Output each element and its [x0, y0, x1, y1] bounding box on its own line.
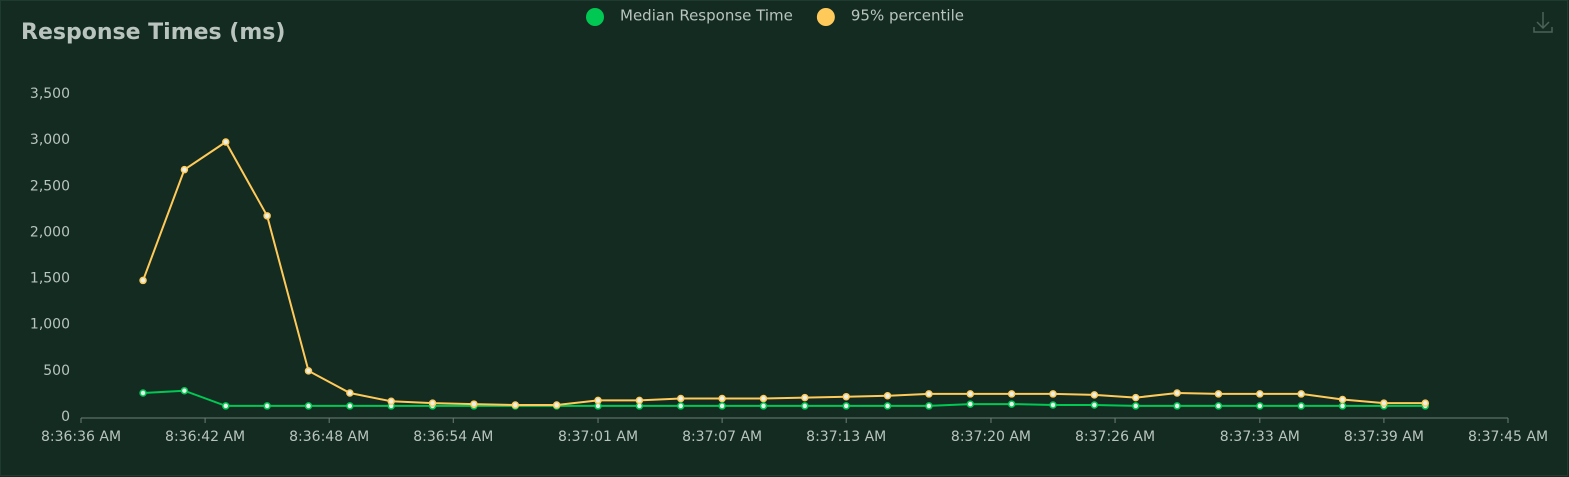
- x-tick-label: 8:37:01 AM: [558, 429, 638, 445]
- data-point: [759, 394, 768, 403]
- data-point: [1380, 399, 1388, 407]
- data-point: [1338, 402, 1347, 410]
- data-point: [304, 402, 313, 410]
- x-tick-label: 8:36:48 AM: [289, 429, 369, 445]
- data-point: [1256, 402, 1264, 410]
- legend-swatch: [586, 8, 604, 26]
- data-point: [1214, 402, 1223, 410]
- data-point: [801, 402, 809, 410]
- data-point: [180, 386, 189, 395]
- data-point: [925, 390, 933, 398]
- data-point: [387, 397, 395, 406]
- y-tick-label: 1,500: [30, 271, 70, 287]
- data-point: [1090, 391, 1099, 399]
- legend-swatch: [816, 8, 835, 26]
- data-point: [1049, 401, 1057, 409]
- y-tick-label: 2,500: [30, 178, 70, 194]
- data-point: [1297, 390, 1305, 398]
- y-tick-label: 500: [43, 363, 70, 379]
- data-point: [1214, 390, 1223, 398]
- x-tick-label: 8:37:45 AM: [1468, 429, 1548, 445]
- series-line: [142, 389, 1426, 407]
- y-tick-label: 2,000: [30, 224, 70, 240]
- y-tick-label: 1,000: [30, 317, 70, 333]
- x-tick-label: 8:37:20 AM: [951, 429, 1031, 445]
- data-point: [263, 402, 271, 410]
- data-point: [470, 400, 478, 408]
- data-point: [1090, 401, 1099, 409]
- data-point: [139, 389, 147, 397]
- data-point: [677, 394, 685, 403]
- data-point: [1007, 390, 1016, 398]
- data-point: [304, 367, 313, 375]
- data-point: [883, 392, 892, 400]
- data-point: [1338, 395, 1347, 404]
- x-tick-label: 8:36:54 AM: [413, 429, 493, 445]
- data-point: [346, 389, 354, 397]
- y-tick-label: 0: [61, 409, 70, 425]
- data-point: [883, 402, 892, 410]
- data-point: [263, 212, 271, 220]
- data-point: [594, 396, 602, 405]
- data-point: [1131, 393, 1140, 402]
- data-point: [1256, 390, 1264, 398]
- x-tick-label: 8:37:39 AM: [1344, 429, 1424, 445]
- series-line: [142, 140, 1426, 407]
- data-point: [222, 138, 230, 146]
- data-point: [139, 276, 147, 285]
- legend-label: 95% percentile: [851, 7, 964, 25]
- legend-label: Median Response Time: [620, 7, 793, 25]
- x-tick-label: 8:37:26 AM: [1075, 429, 1155, 445]
- data-point: [511, 401, 520, 409]
- x-tick-label: 8:36:42 AM: [165, 429, 245, 445]
- data-point: [346, 402, 354, 410]
- data-point: [801, 393, 809, 402]
- data-point: [1173, 389, 1181, 397]
- data-point: [1173, 402, 1181, 410]
- y-tick-label: 3,500: [30, 86, 70, 102]
- data-point: [842, 402, 850, 410]
- data-point: [842, 392, 850, 401]
- y-tick-label: 3,000: [30, 132, 70, 148]
- x-tick-label: 8:37:07 AM: [682, 429, 762, 445]
- chart-title: Response Times (ms): [21, 20, 285, 45]
- data-point: [925, 402, 933, 410]
- data-point: [718, 402, 726, 410]
- x-tick-label: 8:36:36 AM: [41, 429, 121, 445]
- data-point: [1297, 402, 1305, 410]
- data-point: [966, 400, 975, 408]
- data-point: [1049, 390, 1057, 398]
- data-point: [1421, 399, 1430, 407]
- data-point: [180, 165, 189, 174]
- data-point: [1007, 400, 1016, 408]
- data-point: [759, 402, 768, 410]
- x-tick-label: 8:37:13 AM: [806, 429, 886, 445]
- data-point: [966, 390, 975, 398]
- data-point: [635, 396, 644, 405]
- data-point: [718, 394, 726, 403]
- data-point: [428, 399, 437, 407]
- data-point: [677, 402, 685, 410]
- x-tick-label: 8:37:33 AM: [1220, 429, 1300, 445]
- data-point: [222, 402, 230, 410]
- data-point: [1131, 402, 1140, 410]
- download-icon[interactable]: [1533, 12, 1553, 33]
- data-point: [552, 401, 561, 409]
